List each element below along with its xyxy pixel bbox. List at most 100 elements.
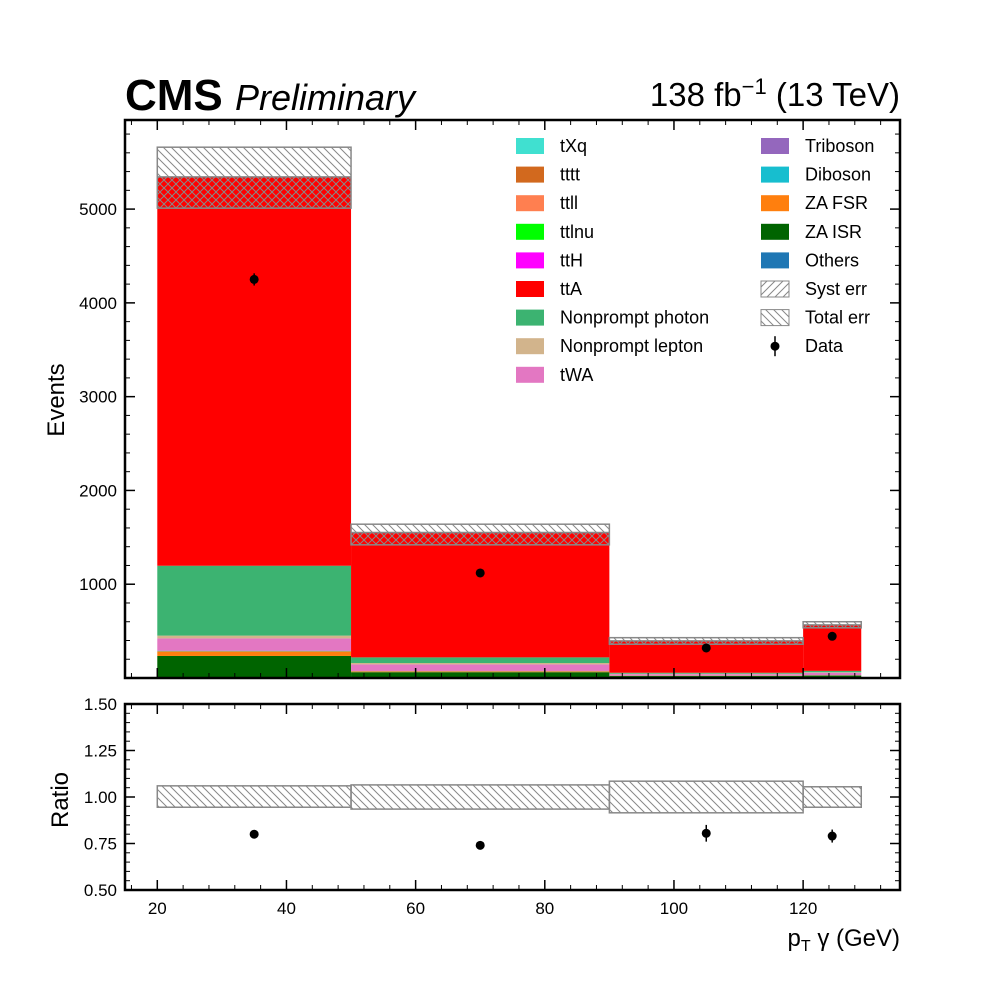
bar-za-isr-bin2 bbox=[351, 672, 610, 678]
bar-nonprompt-lepton-bin1 bbox=[157, 635, 352, 639]
ratio-uncertainty-band-bin2 bbox=[350, 784, 611, 810]
legend-swatch-nonprompt-lepton bbox=[516, 338, 544, 355]
x-tick-label: 40 bbox=[277, 899, 296, 918]
ratio-point-bin1 bbox=[249, 829, 259, 839]
x-tick-label: 80 bbox=[535, 899, 554, 918]
cms-label: CMS bbox=[125, 71, 223, 120]
legend-swatch-za-isr bbox=[761, 223, 789, 240]
legend-label-tth: ttH bbox=[560, 250, 583, 270]
bar-nonprompt-lepton-bin2 bbox=[351, 662, 610, 665]
bar-twa-bin4 bbox=[803, 672, 862, 676]
legend-label-total-err: Total err bbox=[805, 308, 870, 328]
x-label-rest: γ (GeV) bbox=[811, 925, 900, 952]
legend-swatch-ttlnu bbox=[516, 223, 544, 240]
legend-label-za-fsr: ZA FSR bbox=[805, 193, 868, 213]
legend-swatch-txq bbox=[516, 138, 544, 154]
x-label-sub: T bbox=[801, 938, 811, 955]
legend-swatch-total-err bbox=[760, 309, 790, 327]
data-point-bin3 bbox=[701, 643, 711, 653]
y-tick-label-main: 5000 bbox=[79, 200, 117, 219]
legend-label-nonprompt-photon: Nonprompt photon bbox=[560, 308, 709, 328]
main-frame bbox=[123, 118, 902, 680]
lumi-exponent: −1 bbox=[742, 74, 767, 99]
ratio-y-tick-label: 1.50 bbox=[84, 695, 117, 714]
syst-err-band-bin1 bbox=[157, 176, 352, 209]
legend-swatch-ttll bbox=[516, 195, 544, 212]
bar-za-isr-bin1 bbox=[157, 655, 352, 678]
legend-swatch-nonprompt-photon bbox=[516, 309, 544, 326]
bar-za-fsr-bin2 bbox=[351, 671, 610, 673]
bar-tta-bin2 bbox=[351, 533, 610, 658]
legend: tXq tttt ttll ttlnu ttH ttA Nonprompt photon No… bbox=[516, 136, 874, 385]
legend-swatch-twa bbox=[516, 366, 544, 383]
legend-swatch-others bbox=[761, 252, 789, 269]
bar-nonprompt-photon-bin4 bbox=[803, 670, 862, 673]
ratio-point-bin2 bbox=[475, 840, 485, 850]
bar-nonprompt-photon-bin3 bbox=[609, 672, 804, 674]
legend-label-tta: ttA bbox=[560, 279, 582, 299]
bar-za-isr-bin4 bbox=[803, 675, 862, 678]
syst-err-band-bin4 bbox=[803, 624, 862, 628]
ratio-uncertainty-band-bin3 bbox=[608, 780, 804, 814]
ratio-uncertainty-band-bin1 bbox=[156, 785, 352, 808]
legend-label-triboson: Triboson bbox=[805, 136, 874, 156]
ratio-y-tick-label: 0.50 bbox=[84, 881, 117, 900]
ratio-point-bin3 bbox=[701, 828, 711, 838]
bar-za-fsr-bin1 bbox=[157, 651, 352, 656]
luminosity-label: 138 fb−1 (13 TeV) bbox=[650, 74, 900, 113]
legend-label-diboson: Diboson bbox=[805, 165, 871, 185]
ratio-y-tick-label: 1.00 bbox=[84, 788, 117, 807]
legend-label-data: Data bbox=[805, 336, 844, 356]
ratio-uncertainty-band-bin4 bbox=[802, 786, 862, 808]
legend-label-others: Others bbox=[805, 250, 859, 270]
energy-label: (13 TeV) bbox=[767, 76, 900, 113]
legend-label-nonprompt-lepton: Nonprompt lepton bbox=[560, 336, 703, 356]
y-axis-label-main: Events bbox=[43, 363, 70, 436]
x-tick-label: 100 bbox=[660, 899, 688, 918]
x-tick-label: 60 bbox=[406, 899, 425, 918]
legend-marker-data bbox=[770, 341, 780, 351]
y-tick-label-main: 3000 bbox=[79, 388, 117, 407]
ratio-point-bin4 bbox=[827, 831, 837, 841]
bar-nonprompt-photon-bin2 bbox=[351, 657, 610, 663]
ratio-frame bbox=[123, 702, 902, 892]
main-panel: 1000 2000 3000 4000 5000 bbox=[79, 120, 900, 678]
legend-swatch-tta bbox=[516, 281, 544, 297]
bar-nonprompt-photon-bin1 bbox=[157, 565, 352, 636]
x-axis-label: pT γ (GeV) bbox=[788, 925, 900, 955]
y-axis-label-ratio: Ratio bbox=[47, 772, 74, 828]
data-point-bin1 bbox=[249, 274, 259, 284]
bar-twa-bin1 bbox=[157, 638, 352, 651]
y-tick-label-main: 4000 bbox=[79, 294, 117, 313]
x-tick-label: 120 bbox=[789, 899, 817, 918]
ratio-panel: 0.50 0.75 1.00 1.25 1.50 20 40 60 80 100 120 bbox=[84, 695, 900, 918]
ratio-y-tick-label: 0.75 bbox=[84, 835, 117, 854]
legend-label-twa: tWA bbox=[560, 365, 593, 385]
y-tick-label-main: 2000 bbox=[79, 481, 117, 500]
data-point-bin2 bbox=[475, 568, 485, 578]
syst-err-band-bin2 bbox=[351, 532, 610, 545]
preliminary-label: Preliminary bbox=[235, 77, 417, 118]
x-label-p: p bbox=[788, 925, 801, 952]
legend-label-syst-err: Syst err bbox=[805, 279, 867, 299]
bar-tta-bin1 bbox=[157, 177, 352, 566]
bar-twa-bin3 bbox=[609, 674, 804, 676]
legend-swatch-za-fsr bbox=[761, 195, 789, 212]
legend-label-tttt: tttt bbox=[560, 165, 580, 185]
legend-swatch-diboson bbox=[761, 166, 789, 183]
legend-label-ttll: ttll bbox=[560, 193, 578, 213]
legend-swatch-triboson bbox=[761, 138, 789, 154]
x-tick-label: 20 bbox=[148, 899, 167, 918]
legend-swatch-tttt bbox=[516, 166, 544, 183]
legend-swatch-syst-err bbox=[760, 280, 790, 298]
y-tick-label-main: 1000 bbox=[79, 575, 117, 594]
ratio-y-tick-label: 1.25 bbox=[84, 742, 117, 761]
legend-label-za-isr: ZA ISR bbox=[805, 222, 862, 242]
data-point-bin4 bbox=[827, 631, 837, 641]
legend-label-ttlnu: ttlnu bbox=[560, 222, 594, 242]
legend-swatch-tth bbox=[516, 252, 544, 269]
lumi-value: 138 fb bbox=[650, 76, 742, 113]
legend-label-txq: tXq bbox=[560, 136, 587, 156]
bar-twa-bin2 bbox=[351, 664, 610, 671]
